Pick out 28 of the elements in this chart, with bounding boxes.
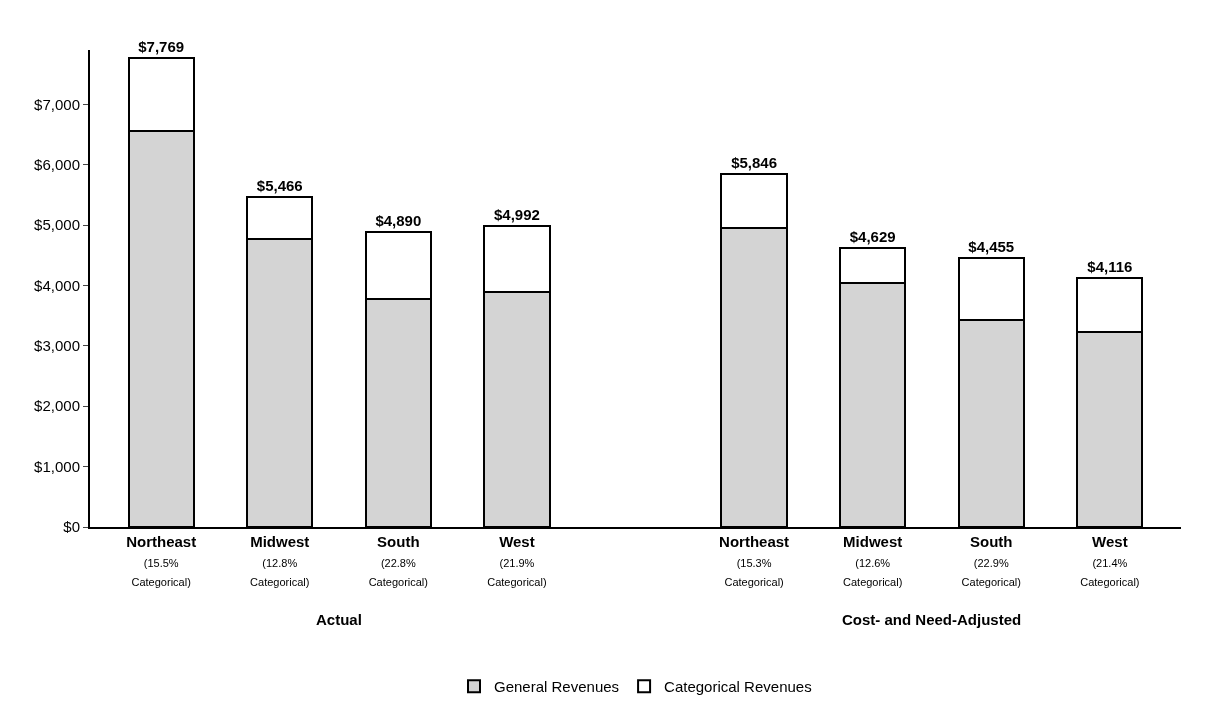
x-tick-label: South (22.9% Categorical)	[961, 533, 1021, 588]
legend-label: General Revenues	[494, 678, 620, 696]
x-tick-label: Midwest (12.6% Categorical)	[843, 533, 903, 588]
total-label: $7,769	[138, 37, 185, 55]
y-tick-label: $5,000	[34, 216, 80, 234]
x-tick-label: Midwest (12.8% Categorical)	[250, 533, 310, 588]
total-label: $4,629	[849, 227, 896, 245]
y-tick-label: $3,000	[34, 337, 80, 355]
y-tick-label: $0	[63, 518, 80, 536]
total-label: $5,466	[256, 176, 303, 194]
text: Cost- and Need-Adjusted	[842, 611, 1022, 628]
total-label: $4,116	[1087, 258, 1133, 276]
legend-label: Categorical Revenues	[664, 678, 812, 696]
y-tick-label: $2,000	[34, 397, 80, 415]
total-label: $4,992	[493, 205, 540, 223]
total-label: $5,846	[731, 154, 778, 172]
total-label: $4,455	[968, 238, 1015, 256]
x-tick-label: West (21.4% Categorical)	[1080, 533, 1140, 588]
total-label: $4,890	[375, 211, 422, 229]
text: Actual	[316, 611, 362, 628]
y-tick-label: $4,000	[34, 276, 80, 294]
x-tick-label: South (22.8% Categorical)	[368, 533, 428, 588]
x-tick-label: Northeast (15.3% Categorical)	[719, 533, 790, 588]
y-tick-label: $7,000	[34, 95, 80, 113]
y-tick-label: $1,000	[34, 457, 80, 475]
x-tick-label: West (21.9% Categorical)	[487, 533, 547, 588]
y-tick-label: $6,000	[34, 155, 80, 173]
x-tick-label: Northeast (15.5% Categorical)	[126, 533, 197, 588]
